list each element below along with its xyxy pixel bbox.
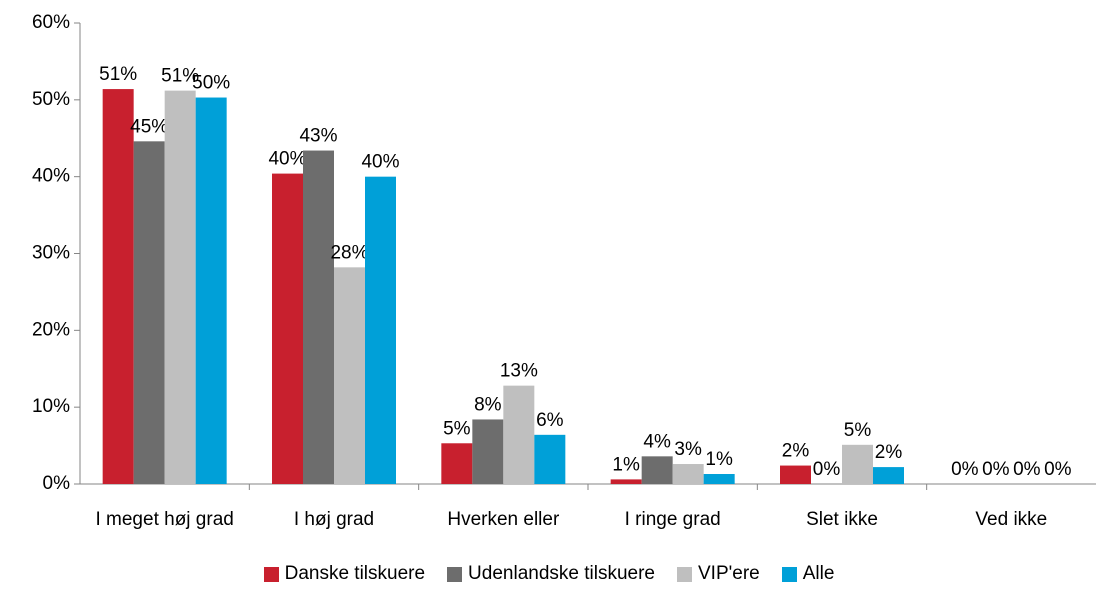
legend-swatch bbox=[781, 566, 797, 582]
bar bbox=[441, 443, 473, 484]
value-label: 1% bbox=[612, 454, 640, 475]
value-label: 0% bbox=[1044, 459, 1072, 480]
legend-swatch bbox=[677, 566, 692, 582]
y-tick-label: 50% bbox=[32, 89, 70, 110]
value-label: 40% bbox=[268, 149, 306, 170]
value-label: 4% bbox=[643, 431, 671, 452]
legend-label: Danske tilskuere bbox=[284, 563, 426, 584]
bar bbox=[195, 97, 227, 485]
bar bbox=[303, 150, 334, 484]
bar bbox=[672, 464, 704, 484]
bar bbox=[610, 479, 642, 484]
legend-label: Alle bbox=[802, 563, 835, 584]
value-label: 0% bbox=[982, 459, 1010, 480]
x-tick-label: I ringe grad bbox=[624, 509, 721, 530]
value-label: 28% bbox=[330, 242, 368, 263]
value-label: 1% bbox=[705, 449, 733, 470]
value-label: 0% bbox=[951, 459, 979, 480]
bar bbox=[534, 434, 566, 484]
y-tick-label: 0% bbox=[43, 473, 71, 494]
value-label: 0% bbox=[1013, 459, 1041, 480]
value-label: 5% bbox=[844, 420, 872, 441]
value-label: 2% bbox=[875, 442, 903, 463]
legend-item: VIP'ere bbox=[677, 563, 760, 585]
value-label: 43% bbox=[299, 126, 337, 147]
value-label: 8% bbox=[474, 394, 502, 415]
bar bbox=[133, 141, 165, 484]
value-label: 45% bbox=[130, 116, 168, 137]
value-label: 3% bbox=[674, 439, 702, 460]
y-tick-label: 10% bbox=[32, 396, 70, 417]
bar bbox=[472, 419, 504, 484]
y-tick-label: 20% bbox=[32, 319, 70, 340]
bar bbox=[873, 467, 904, 484]
legend-label: Udenlandske tilskuere bbox=[468, 563, 655, 584]
bar bbox=[703, 474, 735, 484]
y-tick-label: 40% bbox=[32, 166, 70, 187]
x-tick-label: Hverken eller bbox=[447, 509, 560, 530]
x-tick-label: Ved ikke bbox=[975, 509, 1048, 530]
bar bbox=[503, 385, 535, 484]
value-label: 51% bbox=[99, 64, 137, 85]
y-tick-label: 60% bbox=[32, 12, 70, 33]
value-label: 0% bbox=[813, 459, 841, 480]
value-label: 5% bbox=[443, 418, 471, 439]
bar bbox=[780, 465, 811, 484]
value-label: 13% bbox=[500, 361, 538, 382]
x-tick-label: I meget høj grad bbox=[95, 509, 234, 530]
legend: Danske tilskuere Udenlandske tilskuere VIP… bbox=[0, 563, 1098, 585]
x-tick-label: Slet ikke bbox=[806, 509, 878, 530]
legend-item: Alle bbox=[781, 563, 835, 585]
bar bbox=[365, 176, 396, 484]
bar bbox=[334, 267, 365, 484]
legend-label: VIP'ere bbox=[698, 563, 760, 584]
bar bbox=[842, 444, 873, 484]
value-label: 2% bbox=[782, 441, 810, 462]
value-label: 51% bbox=[161, 66, 199, 87]
x-tick-label: I høj grad bbox=[293, 509, 375, 530]
y-tick-label: 30% bbox=[32, 243, 70, 264]
bar bbox=[272, 173, 303, 485]
legend-swatch bbox=[263, 566, 279, 582]
value-label: 40% bbox=[361, 152, 399, 173]
bar bbox=[641, 456, 673, 484]
bar bbox=[164, 90, 196, 484]
legend-swatch bbox=[447, 566, 463, 582]
bar bbox=[102, 89, 134, 485]
value-label: 50% bbox=[192, 73, 230, 94]
legend-item: Udenlandske tilskuere bbox=[447, 563, 655, 585]
value-label: 6% bbox=[536, 410, 564, 431]
legend-item: Danske tilskuere bbox=[263, 563, 426, 585]
